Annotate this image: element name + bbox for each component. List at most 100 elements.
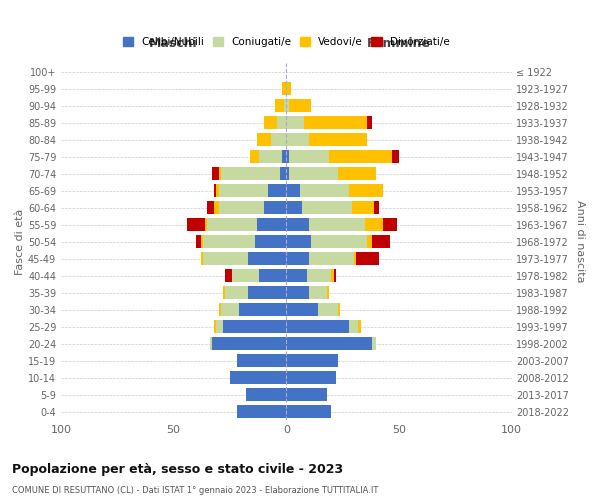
Bar bbox=[286, 150, 289, 164]
Bar bbox=[187, 218, 205, 232]
Bar bbox=[271, 133, 286, 146]
Bar bbox=[372, 235, 390, 248]
Bar bbox=[329, 150, 392, 164]
Bar bbox=[208, 201, 214, 214]
Bar bbox=[282, 150, 286, 164]
Bar bbox=[354, 252, 356, 266]
Bar bbox=[203, 235, 255, 248]
Bar bbox=[302, 201, 352, 214]
Bar bbox=[282, 82, 286, 96]
Bar bbox=[286, 218, 309, 232]
Bar bbox=[286, 405, 331, 418]
Bar bbox=[205, 218, 208, 232]
Bar bbox=[248, 286, 286, 300]
Text: Popolazione per età, sesso e stato civile - 2023: Popolazione per età, sesso e stato civil… bbox=[12, 462, 343, 475]
Bar bbox=[286, 269, 307, 282]
Bar bbox=[239, 303, 286, 316]
Legend: Celibi/Nubili, Coniugati/e, Vedovi/e, Divorziati/e: Celibi/Nubili, Coniugati/e, Vedovi/e, Di… bbox=[118, 33, 454, 51]
Bar bbox=[286, 303, 318, 316]
Bar bbox=[248, 252, 286, 266]
Bar bbox=[286, 252, 309, 266]
Bar bbox=[289, 99, 311, 112]
Bar bbox=[214, 184, 217, 198]
Bar bbox=[223, 286, 226, 300]
Bar bbox=[286, 320, 349, 334]
Bar bbox=[331, 269, 334, 282]
Bar bbox=[284, 99, 286, 112]
Bar bbox=[264, 201, 286, 214]
Bar bbox=[217, 320, 223, 334]
Bar bbox=[372, 337, 376, 350]
Bar bbox=[286, 99, 289, 112]
Bar bbox=[259, 150, 282, 164]
Bar bbox=[210, 337, 212, 350]
Bar bbox=[383, 218, 397, 232]
Bar bbox=[334, 269, 336, 282]
Bar bbox=[286, 371, 336, 384]
Bar bbox=[286, 184, 300, 198]
Bar bbox=[219, 184, 268, 198]
Bar bbox=[286, 337, 372, 350]
Text: Femmine: Femmine bbox=[367, 36, 431, 50]
Bar bbox=[309, 218, 365, 232]
Bar bbox=[212, 167, 219, 180]
Bar bbox=[200, 235, 203, 248]
Bar bbox=[286, 133, 309, 146]
Bar bbox=[223, 320, 286, 334]
Bar bbox=[221, 167, 280, 180]
Bar bbox=[214, 201, 219, 214]
Bar bbox=[268, 184, 286, 198]
Bar bbox=[259, 269, 286, 282]
Y-axis label: Fasce di età: Fasce di età bbox=[15, 208, 25, 275]
Bar bbox=[309, 286, 327, 300]
Bar bbox=[226, 269, 232, 282]
Bar bbox=[309, 252, 354, 266]
Bar bbox=[374, 201, 379, 214]
Bar bbox=[275, 99, 284, 112]
Bar bbox=[286, 201, 302, 214]
Bar bbox=[286, 388, 327, 402]
Bar bbox=[230, 371, 286, 384]
Bar bbox=[307, 269, 331, 282]
Bar bbox=[338, 303, 340, 316]
Bar bbox=[246, 388, 286, 402]
Bar bbox=[203, 252, 248, 266]
Text: COMUNE DI RESUTTANO (CL) - Dati ISTAT 1° gennaio 2023 - Elaborazione TUTTITALIA.: COMUNE DI RESUTTANO (CL) - Dati ISTAT 1°… bbox=[12, 486, 379, 495]
Bar bbox=[289, 167, 338, 180]
Bar bbox=[309, 133, 367, 146]
Bar bbox=[264, 116, 277, 130]
Bar bbox=[349, 320, 358, 334]
Bar bbox=[219, 167, 221, 180]
Bar bbox=[367, 116, 372, 130]
Bar bbox=[349, 184, 383, 198]
Bar bbox=[217, 184, 219, 198]
Bar bbox=[255, 235, 286, 248]
Bar bbox=[304, 116, 367, 130]
Bar bbox=[311, 235, 367, 248]
Bar bbox=[257, 218, 286, 232]
Bar bbox=[214, 320, 217, 334]
Bar bbox=[358, 320, 361, 334]
Bar bbox=[208, 218, 257, 232]
Bar bbox=[352, 201, 374, 214]
Bar bbox=[367, 235, 372, 248]
Bar bbox=[212, 337, 286, 350]
Bar bbox=[221, 303, 239, 316]
Bar bbox=[226, 286, 248, 300]
Bar bbox=[250, 150, 259, 164]
Bar bbox=[318, 303, 338, 316]
Bar bbox=[286, 116, 304, 130]
Bar bbox=[392, 150, 399, 164]
Bar bbox=[286, 354, 338, 368]
Bar bbox=[300, 184, 349, 198]
Bar bbox=[277, 116, 286, 130]
Bar bbox=[280, 167, 286, 180]
Bar bbox=[232, 269, 259, 282]
Bar bbox=[196, 235, 200, 248]
Bar bbox=[219, 303, 221, 316]
Text: Maschi: Maschi bbox=[149, 36, 198, 50]
Bar bbox=[356, 252, 379, 266]
Bar bbox=[237, 405, 286, 418]
Y-axis label: Anni di nascita: Anni di nascita bbox=[575, 200, 585, 283]
Bar bbox=[365, 218, 383, 232]
